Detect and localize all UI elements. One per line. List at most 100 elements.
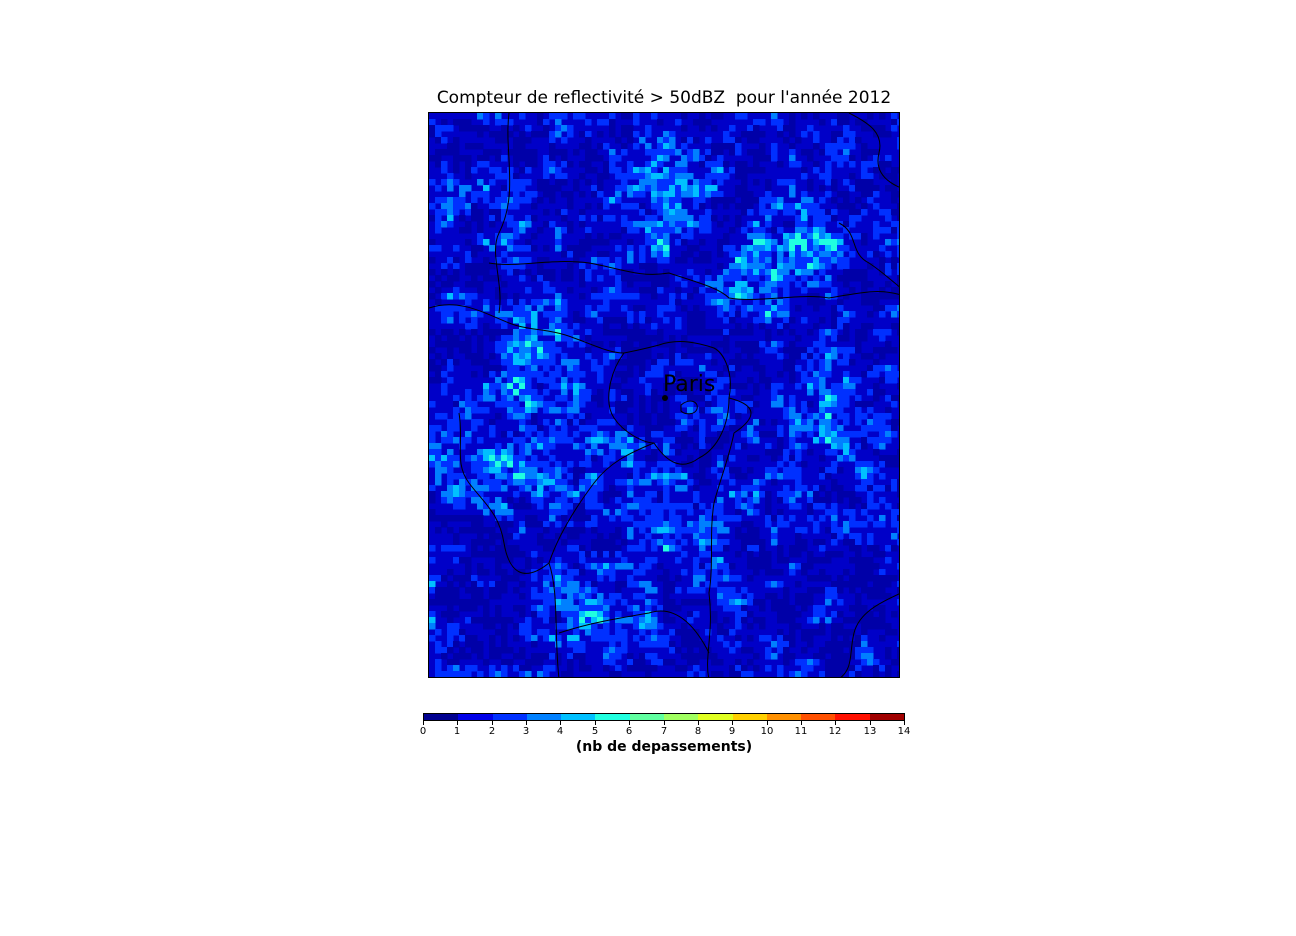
field-cell: [627, 239, 634, 246]
field-cell: [621, 185, 628, 192]
field-cell: [477, 653, 484, 660]
field-cell: [543, 365, 550, 372]
field-cell: [855, 179, 862, 186]
field-cell: [831, 131, 838, 138]
field-cell: [885, 665, 892, 672]
field-cell: [453, 623, 460, 630]
field-cell: [435, 209, 442, 216]
field-cell: [477, 521, 484, 528]
field-cell: [891, 419, 898, 426]
field-cell: [633, 479, 640, 486]
field-cell: [543, 665, 550, 672]
field-cell: [573, 377, 580, 384]
field-cell: [501, 323, 508, 330]
field-cell: [879, 485, 886, 492]
field-cell: [747, 359, 754, 366]
field-cell: [543, 155, 550, 162]
field-cell: [693, 581, 700, 588]
field-cell: [543, 389, 550, 396]
field-cell: [525, 137, 532, 144]
field-cell: [579, 161, 586, 168]
field-cell: [561, 335, 568, 342]
field-cell: [657, 365, 664, 372]
field-cell: [717, 431, 724, 438]
field-cell: [657, 425, 664, 432]
field-cell: [573, 389, 580, 396]
field-cell: [495, 137, 502, 144]
field-cell: [735, 215, 742, 222]
field-cell: [765, 179, 772, 186]
field-cell: [651, 539, 658, 546]
field-cell: [627, 365, 634, 372]
field-cell: [495, 119, 502, 126]
field-cell: [777, 305, 784, 312]
field-cell: [483, 551, 490, 558]
field-cell: [843, 635, 850, 642]
field-cell: [687, 461, 694, 468]
field-cell: [567, 413, 574, 420]
field-cell: [579, 275, 586, 282]
field-cell: [867, 611, 874, 618]
field-cell: [765, 275, 772, 282]
field-cell: [501, 335, 508, 342]
field-cell: [807, 389, 814, 396]
field-cell: [657, 371, 664, 378]
field-cell: [543, 287, 550, 294]
field-cell: [573, 545, 580, 552]
field-cell: [477, 287, 484, 294]
field-cell: [729, 575, 736, 582]
field-cell: [897, 275, 899, 282]
field-cell: [603, 167, 610, 174]
field-cell: [819, 359, 826, 366]
field-cell: [555, 113, 562, 120]
field-cell: [699, 347, 706, 354]
field-cell: [495, 587, 502, 594]
field-cell: [681, 161, 688, 168]
field-cell: [885, 329, 892, 336]
field-cell: [609, 269, 616, 276]
field-cell: [465, 167, 472, 174]
field-cell: [525, 485, 532, 492]
field-cell: [453, 503, 460, 510]
field-cell: [819, 233, 826, 240]
field-cell: [681, 389, 688, 396]
field-cell: [609, 449, 616, 456]
field-cell: [579, 479, 586, 486]
field-cell: [447, 545, 454, 552]
field-cell: [885, 281, 892, 288]
field-cell: [513, 269, 520, 276]
field-cell: [453, 335, 460, 342]
field-cell: [831, 653, 838, 660]
field-cell: [597, 317, 604, 324]
field-cell: [735, 383, 742, 390]
field-cell: [759, 281, 766, 288]
field-cell: [633, 131, 640, 138]
field-cell: [801, 599, 808, 606]
field-cell: [777, 473, 784, 480]
field-cell: [675, 185, 682, 192]
field-cell: [651, 269, 658, 276]
field-cell: [591, 455, 598, 462]
field-cell: [789, 407, 796, 414]
field-cell: [561, 353, 568, 360]
field-cell: [771, 245, 778, 252]
field-cell: [543, 521, 550, 528]
field-cell: [603, 611, 610, 618]
department-boundary: [558, 610, 710, 654]
field-cell: [669, 143, 676, 150]
field-cell: [735, 185, 742, 192]
field-cell: [555, 209, 562, 216]
field-cell: [585, 137, 592, 144]
field-cell: [687, 293, 694, 300]
field-cell: [549, 383, 556, 390]
field-cell: [441, 197, 448, 204]
field-cell: [753, 125, 760, 132]
field-cell: [717, 659, 724, 666]
field-cell: [651, 371, 658, 378]
field-cell: [645, 677, 652, 678]
field-cell: [615, 371, 622, 378]
field-cell: [675, 383, 682, 390]
field-cell: [531, 461, 538, 468]
field-cell: [489, 263, 496, 270]
field-cell: [843, 149, 850, 156]
